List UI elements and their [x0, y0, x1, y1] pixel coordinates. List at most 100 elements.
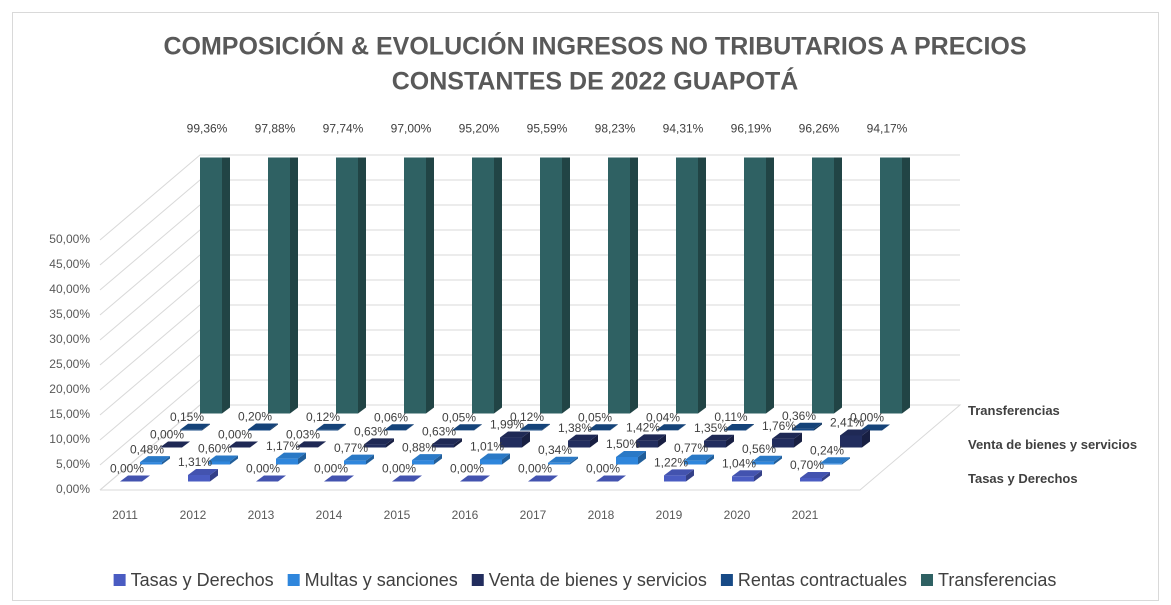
y-tick-label: 20,00%: [49, 382, 90, 396]
bar-top: [792, 422, 822, 429]
bar-front: [676, 157, 698, 414]
bar-side: [338, 423, 346, 431]
bar: [208, 455, 238, 465]
bar-front: [732, 476, 754, 482]
bar-front: [520, 429, 542, 431]
bar-top: [704, 434, 734, 441]
bar: [732, 470, 762, 482]
bar-front: [664, 475, 686, 482]
bar-front: [724, 429, 746, 431]
bar-top: [588, 424, 618, 431]
value-label: 1,01%: [470, 440, 504, 454]
bar-top: [684, 454, 714, 461]
bar-side: [630, 157, 638, 414]
bar-side: [318, 441, 326, 448]
bar-top: [820, 457, 850, 464]
bar-side: [774, 455, 782, 465]
value-label: 96,19%: [731, 122, 772, 136]
bar-top: [752, 455, 782, 462]
legend-swatch: [287, 574, 300, 586]
bar: [860, 424, 890, 431]
bar-top: [316, 423, 346, 430]
bar-top: [548, 456, 578, 463]
bar-top: [228, 441, 258, 448]
bar-front: [268, 157, 290, 414]
chart-title: COMPOSICIÓN & EVOLUCIÓN INGRESOS NO TRIB…: [163, 31, 1026, 61]
bar-front: [336, 157, 358, 414]
bar: [820, 457, 850, 465]
bar: [324, 475, 354, 482]
bar-side: [638, 451, 646, 465]
bar-top: [432, 438, 462, 445]
bar: [704, 434, 734, 448]
bar-front: [500, 437, 522, 448]
value-label: 0,70%: [790, 458, 824, 472]
bar-side: [230, 455, 238, 465]
value-label: 1,04%: [722, 456, 756, 470]
x-tick-label: 2020: [724, 508, 751, 522]
x-tick-label: 2013: [248, 508, 275, 522]
bar: [472, 157, 502, 414]
y-tick-label: 0,00%: [56, 482, 90, 496]
bar: [392, 475, 422, 482]
bar-top: [392, 475, 422, 482]
x-tick-label: 2018: [588, 508, 615, 522]
bar-side: [726, 434, 734, 448]
bar-top: [520, 423, 550, 430]
value-label: 98,23%: [595, 122, 636, 136]
bar-front: [248, 429, 270, 431]
bar-front: [276, 458, 298, 465]
value-label: 0,34%: [538, 443, 572, 457]
bar-top: [248, 423, 278, 430]
bar: [296, 441, 326, 448]
bar: [276, 452, 306, 465]
bar-top: [452, 424, 482, 431]
bar-top: [324, 475, 354, 482]
bar-top: [120, 475, 150, 482]
value-label: 0,77%: [674, 441, 708, 455]
bar-front: [344, 460, 366, 465]
value-label: 0,15%: [170, 410, 204, 424]
y-tick-label: 25,00%: [49, 357, 90, 371]
bar: [432, 438, 462, 448]
value-label: 0,05%: [442, 410, 476, 424]
bar-side: [290, 157, 298, 414]
bar-top: [384, 424, 414, 431]
bar-top: [732, 470, 762, 477]
bar-side: [794, 432, 802, 448]
value-label: 0,00%: [850, 411, 884, 425]
legend-swatch: [720, 574, 733, 586]
bar-front: [752, 461, 774, 465]
x-tick-label: 2012: [180, 508, 207, 522]
bar-front: [548, 462, 570, 465]
bar-side: [834, 157, 842, 414]
bar-side: [210, 468, 218, 482]
bar: [792, 422, 822, 431]
row-label: Transferencias: [968, 403, 1060, 418]
bar-side: [678, 424, 686, 431]
legend-item: Venta de bienes y servicios: [471, 570, 707, 590]
bar-top: [616, 451, 646, 457]
value-label: 1,76%: [762, 419, 796, 433]
bar-front: [792, 428, 814, 431]
bar-side: [386, 438, 394, 448]
value-label: 0,00%: [518, 462, 552, 476]
bar: [724, 423, 754, 431]
value-label: 0,00%: [246, 462, 280, 476]
chart-title: CONSTANTES DE 2022 GUAPOTÁ: [392, 67, 799, 96]
bar-front: [840, 435, 862, 448]
legend-swatch: [920, 574, 933, 586]
bar-front: [472, 157, 494, 414]
value-label: 0,00%: [382, 462, 416, 476]
value-label: 0,63%: [354, 425, 388, 439]
bar: [140, 456, 170, 465]
y-tick-label: 30,00%: [49, 332, 90, 346]
bar-top: [180, 423, 210, 430]
bar-side: [434, 454, 442, 465]
value-label: 0,24%: [810, 443, 844, 457]
y-tick-label: 10,00%: [49, 432, 90, 446]
bar-front: [744, 157, 766, 414]
value-label: 0,00%: [314, 462, 348, 476]
legend-item: Rentas contractuales: [720, 570, 907, 590]
